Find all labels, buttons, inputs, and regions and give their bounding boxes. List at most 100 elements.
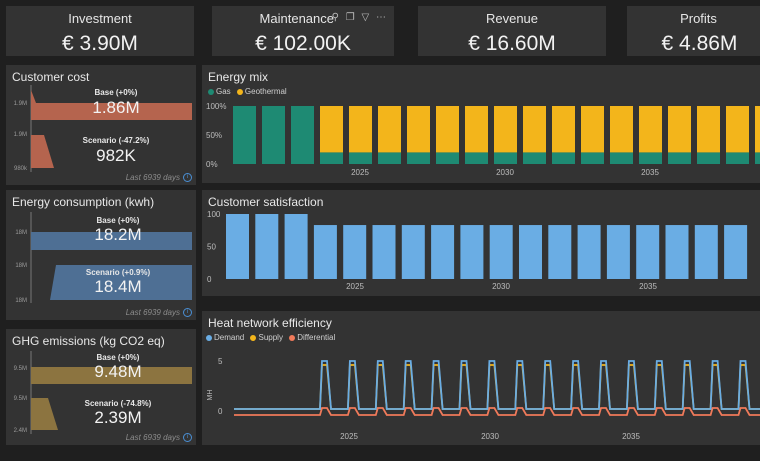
- kpi-value: € 3.90M: [62, 32, 138, 55]
- scenario-bar: [31, 135, 54, 168]
- kpi-value: € 102.00K: [255, 32, 351, 55]
- kpi-card-maintenance: Maintenance ⚲ ❐ ▽ ⋯ € 102.00K: [212, 6, 394, 56]
- x-tick-label: 2025: [340, 432, 358, 441]
- bar-segment-gas: [494, 152, 517, 164]
- bar-segment-gas: [233, 106, 256, 164]
- satisfaction-bar: [401, 225, 425, 279]
- more-icon[interactable]: ⋯: [376, 12, 388, 23]
- bar-segment-geothermal: [581, 106, 604, 153]
- kpi-value: € 16.60M: [468, 32, 556, 55]
- bar-segment-gas: [465, 152, 488, 164]
- legend-item-demand[interactable]: Demand: [206, 333, 244, 342]
- y-tick-label: 50: [207, 243, 216, 252]
- x-tick-label: 2030: [481, 432, 499, 441]
- tick-label: 980k: [14, 166, 28, 172]
- y-tick-label: 0: [207, 275, 212, 284]
- comparison-chart: 1.9M 1.9M 980k Base (+0%) 1.86M Scenario…: [14, 85, 192, 172]
- base-bar: [31, 90, 192, 120]
- card-toolbar: ⚲ ❐ ▽ ⋯: [332, 12, 388, 23]
- kpi-title: Revenue: [485, 11, 539, 26]
- base-value: 9.48M: [94, 362, 141, 381]
- scenario-label: Scenario (-47.2%): [83, 136, 150, 145]
- legend-item-differential[interactable]: Differential: [289, 333, 335, 342]
- satisfaction-bar: [665, 225, 689, 279]
- tick-label: 18M: [15, 263, 27, 269]
- kpi-title: Maintenance: [259, 11, 334, 26]
- satisfaction-bar: [489, 225, 513, 279]
- legend-item-geothermal[interactable]: Geothermal: [236, 87, 287, 96]
- satisfaction-bar: [460, 225, 484, 279]
- y-tick-label: 0%: [206, 160, 218, 169]
- scenario-value: 18.4M: [94, 277, 141, 296]
- bar-segment-geothermal: [378, 106, 401, 153]
- scenario-bar: [50, 265, 192, 300]
- satisfaction-bar: [519, 225, 542, 279]
- line-demand: [234, 360, 760, 410]
- bar-segment-gas: [291, 106, 314, 164]
- bar-segment-geothermal: [494, 106, 517, 153]
- x-tick-label: 2035: [639, 282, 657, 291]
- bar-segment-gas: [639, 152, 662, 164]
- y-tick-label: 100: [207, 210, 221, 219]
- bar-segment-gas: [378, 152, 401, 164]
- panel-title: Energy mix: [208, 70, 269, 84]
- x-tick-label: 2025: [351, 168, 369, 177]
- kpi-card-profits: Profits € 4.86M: [627, 6, 760, 56]
- panel-title: GHG emissions (kg CO2 eq): [12, 334, 165, 348]
- bar-segment-geothermal: [668, 106, 691, 153]
- satisfaction-bar: [255, 214, 279, 279]
- satisfaction-bar: [372, 225, 396, 279]
- comparison-chart: 9.5M 9.5M 2.4M Base (+0%) 9.48M Scenario…: [14, 351, 192, 434]
- bar-segment-geothermal: [726, 106, 749, 153]
- kpi-title: Profits: [680, 11, 717, 26]
- tick-label: 2.4M: [14, 428, 27, 434]
- pin-icon[interactable]: ⚲: [331, 12, 341, 23]
- base-value: 1.86M: [92, 98, 139, 117]
- info-icon[interactable]: i: [183, 308, 192, 317]
- x-tick-label: 2035: [641, 168, 659, 177]
- filter-icon[interactable]: ▽: [361, 12, 372, 23]
- satisfaction-bar: [313, 225, 337, 279]
- tick-label: 18M: [15, 298, 27, 304]
- bar-segment-geothermal: [349, 106, 372, 153]
- legend-item-gas[interactable]: Gas: [208, 87, 231, 96]
- kpi-value: € 4.86M: [661, 32, 738, 55]
- scenario-value: 982K: [96, 146, 136, 165]
- line-differential: [234, 407, 760, 416]
- satisfaction-bar: [284, 214, 308, 279]
- tick-label: 9.5M: [14, 366, 27, 372]
- panel-footer: Last 6939 days i: [126, 308, 192, 317]
- scenario-label: Scenario (-74.8%): [85, 399, 152, 408]
- customer-satisfaction-panel: Customer satisfaction 100 50 0 2025 2030 2035: [202, 190, 760, 296]
- bar-segment-geothermal: [639, 106, 662, 153]
- energy-mix-chart: 100% 50% 0% 2025 2030 2035: [206, 102, 760, 177]
- panel-title: Energy consumption (kwh): [12, 195, 155, 209]
- satisfaction-bar: [431, 225, 455, 279]
- bar-segment-geothermal: [465, 106, 488, 153]
- x-tick-label: 2035: [622, 432, 640, 441]
- bar-segment-gas: [581, 152, 604, 164]
- panel-title: Customer cost: [12, 70, 90, 84]
- kpi-title: Investment: [68, 11, 132, 26]
- bar-segment-geothermal: [407, 106, 430, 153]
- legend-item-supply[interactable]: Supply: [250, 333, 283, 342]
- satisfaction-bar: [636, 225, 660, 279]
- kpi-card-investment: Investment € 3.90M: [6, 6, 194, 56]
- base-label: Base (+0%): [97, 216, 140, 225]
- kpi-card-revenue: Revenue € 16.60M: [418, 6, 606, 56]
- bar-segment-geothermal: [523, 106, 546, 153]
- info-icon[interactable]: i: [183, 433, 192, 442]
- satisfaction-bar: [343, 225, 367, 279]
- tick-label: 1.9M: [14, 101, 27, 107]
- tick-label: 1.9M: [14, 132, 27, 138]
- bar-segment-geothermal: [320, 106, 343, 153]
- bar-segment-gas: [523, 152, 546, 164]
- copy-icon[interactable]: ❐: [345, 12, 357, 23]
- y-tick-label: 100%: [206, 102, 226, 111]
- bar-segment-gas: [755, 152, 760, 164]
- base-label: Base (+0%): [97, 353, 140, 362]
- base-value: 18.2M: [94, 225, 141, 244]
- info-icon[interactable]: i: [183, 173, 192, 182]
- bar-segment-gas: [697, 152, 720, 164]
- comparison-chart: 18M 18M 18M Base (+0%) 18.2M Scenario (+…: [15, 212, 192, 304]
